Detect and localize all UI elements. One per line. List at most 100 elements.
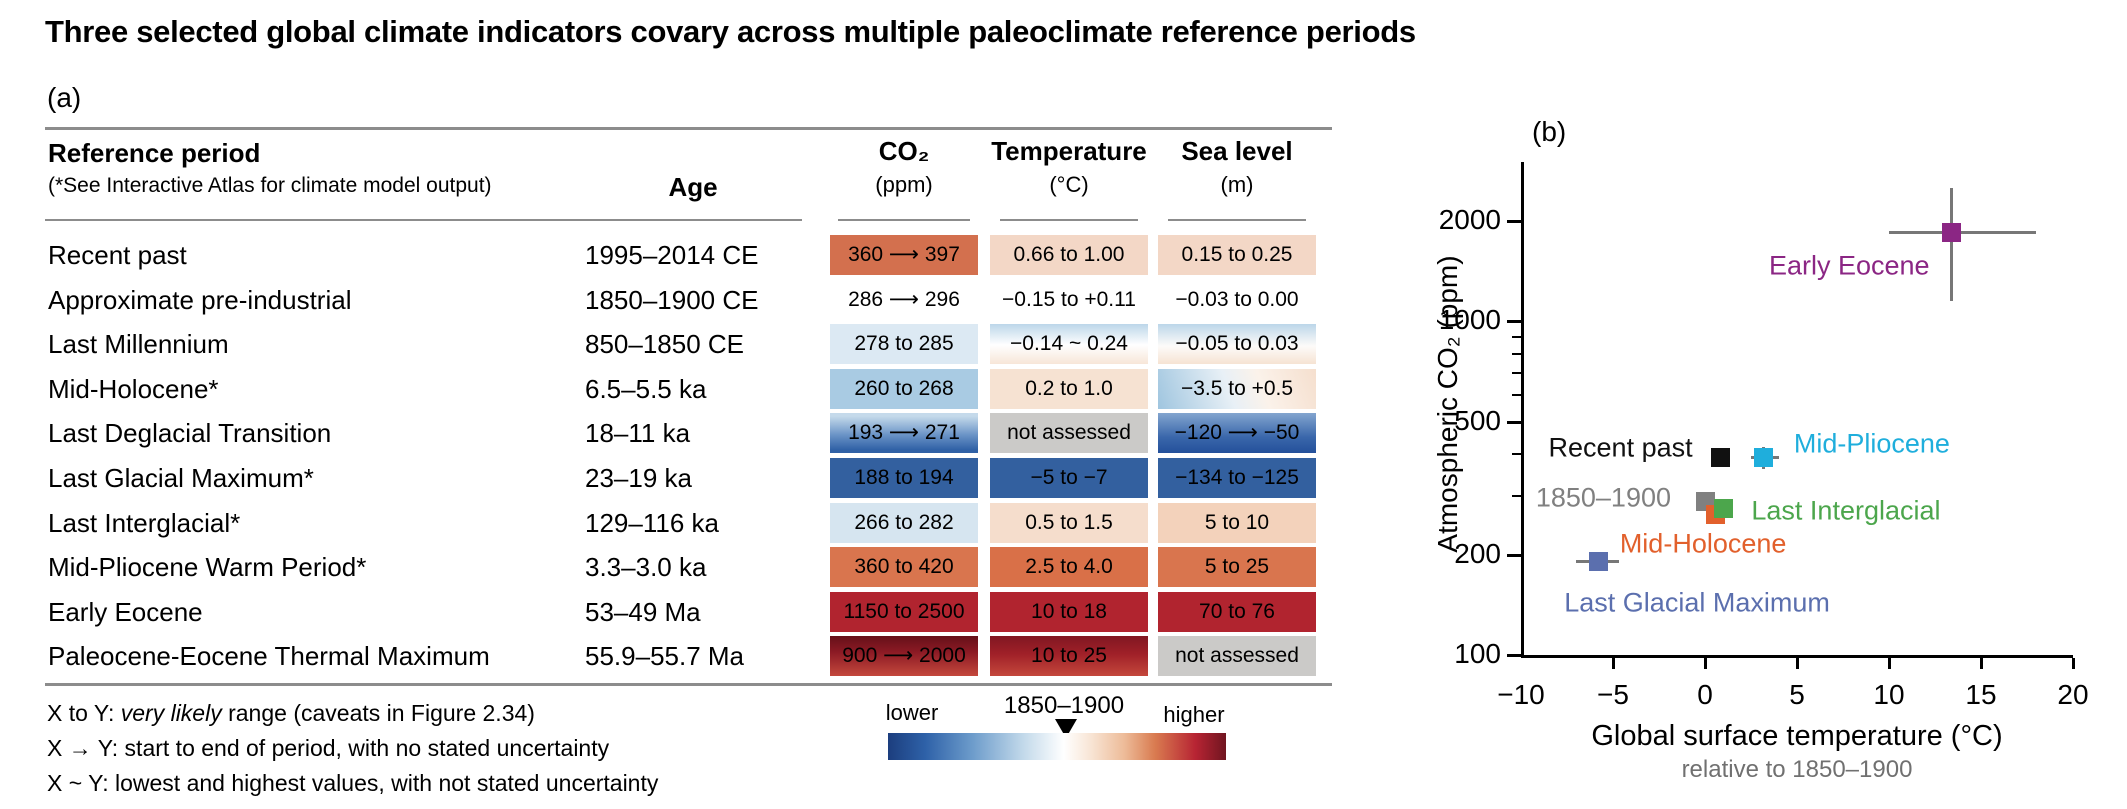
x-tick-label-10: 10 — [1873, 679, 1905, 710]
x-tick-label--10: −10 — [1497, 679, 1545, 710]
header-underline-co2 — [838, 219, 970, 221]
column-header-temperature-unit: (°C) — [1049, 172, 1089, 197]
cell-sea-mid-holocene: −3.5 to +0.5 — [1158, 368, 1316, 409]
colorbar-center-label: 1850–1900 — [1003, 692, 1125, 719]
x-tick-15 — [1980, 658, 1983, 669]
row-name-paleocene-eocene-thermal-maximum: Paleocene-Eocene Thermal Maximum — [48, 641, 490, 672]
marker-early-eocene — [1942, 222, 1962, 242]
row-age-paleocene-eocene-thermal-maximum: 55.9–55.7 Ma — [585, 641, 745, 672]
figure-title: Three selected global climate indicators… — [45, 14, 1416, 49]
cell-sea-early-eocene: 70 to 76 — [1158, 591, 1316, 632]
row-age-early-eocene: 53–49 Ma — [585, 596, 701, 627]
cell-sea-approximate-pre-industrial: −0.03 to 0.00 — [1158, 279, 1316, 320]
column-header-age: Age — [668, 172, 718, 202]
y-minor-tick-600 — [1512, 394, 1521, 397]
x-tick-label--5: −5 — [1597, 679, 1629, 710]
label-last-interglacial: Last Interglacial — [1751, 495, 1941, 526]
y-minor-tick-900 — [1512, 335, 1521, 338]
cell-co2-last-interglacial: 266 to 282 — [830, 502, 978, 543]
header-underline-temperature — [1000, 219, 1138, 221]
x-tick-label-0: 0 — [1697, 679, 1713, 710]
footnote-line-2: X → Y: start to end of period, with no s… — [47, 735, 610, 761]
x-tick-label-15: 15 — [1965, 679, 1997, 710]
footnote-line-1: X to Y: very likely range (caveats in Fi… — [47, 700, 535, 726]
header-underline-age — [584, 219, 802, 221]
table-bottom-rule — [45, 683, 1332, 686]
label-mid-holocene: Mid-Holocene — [1619, 528, 1787, 559]
column-header-temperature: Temperature — [991, 136, 1147, 166]
y-tick-label-1000: 1000 — [1438, 304, 1501, 336]
x-axis-sublabel: relative to 1850–1900 — [1681, 756, 1913, 783]
x-tick-10 — [1888, 658, 1891, 669]
cell-co2-last-glacial-maximum: 188 to 194 — [830, 458, 978, 498]
row-name-early-eocene: Early Eocene — [48, 596, 203, 627]
cell-temp-last-deglacial-transition: not assessed — [990, 413, 1148, 454]
label-mid-pliocene: Mid-Pliocene — [1793, 428, 1950, 459]
x-axis-line — [1521, 655, 2073, 658]
row-age-last-deglacial-transition: 18–11 ka — [585, 418, 691, 449]
column-header-sea-level-unit: (m) — [1220, 172, 1254, 197]
cell-sea-last-glacial-maximum: −134 to −125 — [1158, 458, 1316, 498]
marker-recent-past — [1711, 448, 1731, 468]
row-age-last-millennium: 850–1850 CE — [585, 329, 745, 360]
row-name-approximate-pre-industrial: Approximate pre-industrial — [48, 284, 352, 315]
cell-co2-mid-pliocene-warm-period: 360 to 420 — [830, 547, 978, 588]
row-name-last-deglacial-transition: Last Deglacial Transition — [48, 418, 332, 449]
header-underline-reference — [45, 219, 630, 221]
y-tick-100 — [1507, 654, 1521, 657]
cell-co2-mid-holocene: 260 to 268 — [830, 368, 978, 409]
cell-temp-early-eocene: 10 to 18 — [990, 591, 1148, 632]
cell-temp-paleocene-eocene-thermal-maximum: 10 to 25 — [990, 636, 1148, 677]
label-early-eocene: Early Eocene — [1768, 250, 1930, 281]
y-axis-line — [1521, 162, 1524, 658]
y-tick-label-2000: 2000 — [1438, 203, 1501, 235]
cell-co2-paleocene-eocene-thermal-maximum: 900 ⟶ 2000 — [830, 636, 978, 677]
column-header-reference-period: Reference period — [48, 138, 261, 168]
errorbar-y-early-eocene — [1950, 188, 1954, 301]
row-name-last-glacial-maximum: Last Glacial Maximum* — [48, 463, 314, 493]
cell-co2-approximate-pre-industrial: 286 ⟶ 296 — [830, 279, 978, 320]
cell-co2-last-millennium: 278 to 285 — [830, 324, 978, 365]
row-name-mid-holocene: Mid-Holocene* — [48, 373, 219, 404]
panel-a-label: (a) — [47, 82, 82, 113]
row-age-approximate-pre-industrial: 1850–1900 CE — [585, 284, 759, 315]
panel-b-label: (b) — [1532, 116, 1567, 147]
marker-last-glacial-maximum — [1588, 551, 1608, 571]
colorbar-lower-label: lower — [885, 700, 939, 725]
x-axis-label: Global surface temperature (°C) — [1591, 720, 2003, 752]
y-minor-tick-800 — [1512, 352, 1521, 355]
label-recent-past: Recent past — [1548, 432, 1693, 463]
cell-temp-mid-pliocene-warm-period: 2.5 to 4.0 — [990, 547, 1148, 588]
cell-co2-last-deglacial-transition: 193 ⟶ 271 — [830, 413, 978, 454]
cell-temp-recent-past: 0.66 to 1.00 — [990, 235, 1148, 275]
y-tick-label-200: 200 — [1454, 537, 1501, 569]
label-last-glacial-maximum: Last Glacial Maximum — [1564, 587, 1830, 618]
cell-co2-recent-past: 360 ⟶ 397 — [830, 235, 978, 275]
y-tick-200 — [1507, 553, 1521, 557]
cell-temp-mid-holocene: 0.2 to 1.0 — [990, 368, 1148, 409]
x-tick-label-20: 20 — [2057, 679, 2089, 710]
colorbar-higher-label: higher — [1163, 702, 1225, 727]
y-tick-500 — [1507, 420, 1521, 424]
column-header-co2-unit: (ppm) — [875, 172, 933, 197]
x-tick-20 — [2072, 658, 2075, 669]
x-tick-label-5: 5 — [1789, 679, 1805, 710]
row-age-last-glacial-maximum: 23–19 ka — [585, 463, 692, 493]
cell-temp-approximate-pre-industrial: −0.15 to +0.11 — [990, 279, 1148, 320]
row-age-last-interglacial: 129–116 ka — [585, 507, 719, 538]
column-header-reference-note: (*See Interactive Atlas for climate mode… — [48, 174, 492, 197]
x-tick-0 — [1704, 658, 1707, 669]
label-1850-1900: 1850–1900 — [1535, 482, 1671, 513]
y-tick-label-500: 500 — [1454, 404, 1501, 436]
cell-sea-mid-pliocene-warm-period: 5 to 25 — [1158, 547, 1316, 588]
y-minor-tick-300 — [1512, 494, 1521, 497]
row-name-last-millennium: Last Millennium — [48, 329, 229, 360]
row-name-last-interglacial: Last Interglacial* — [48, 507, 241, 538]
row-age-mid-holocene: 6.5–5.5 ka — [585, 373, 707, 404]
column-header-sea-level: Sea level — [1181, 136, 1293, 166]
cell-temp-last-glacial-maximum: −5 to −7 — [990, 458, 1148, 498]
x-tick-5 — [1796, 658, 1799, 669]
footnote-line-3: X ~ Y: lowest and highest values, with n… — [47, 770, 659, 796]
